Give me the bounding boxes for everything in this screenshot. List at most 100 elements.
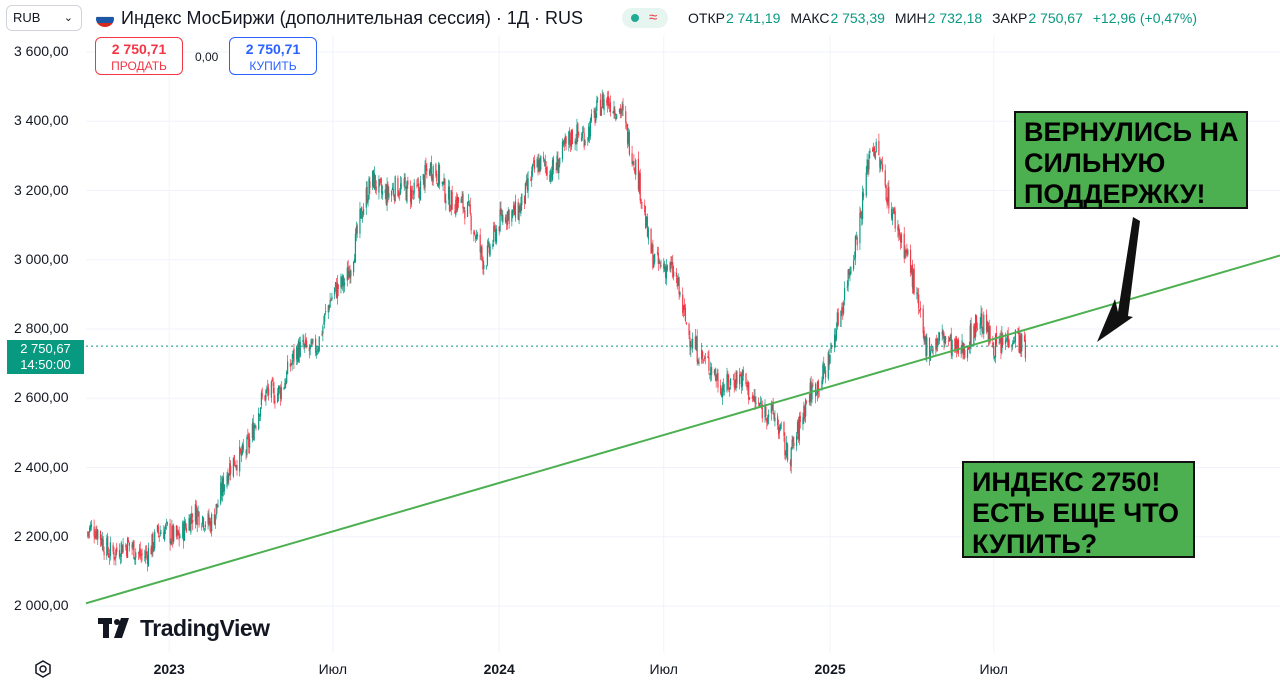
candle-body [386, 184, 388, 206]
market-status-badge[interactable]: ≈ [622, 8, 668, 28]
candle-body [366, 186, 368, 203]
chart-header: RUB ⌄ Индекс МосБиржи (дополнительная се… [0, 0, 1280, 36]
candle-body [138, 550, 140, 554]
ohlc-legend: ОТКР2 741,19 МАКС2 753,39 МИН2 732,18 ЗА… [688, 10, 1203, 26]
candle-body [994, 356, 996, 359]
candle-body [375, 186, 377, 191]
candle-body [390, 191, 393, 196]
candle-body [380, 178, 382, 183]
annotation-line: ЕСТЬ ЕЩЕ ЧТО [972, 498, 1180, 528]
candle-body [506, 212, 508, 225]
candle-body [816, 381, 819, 395]
candle-body [723, 390, 725, 392]
candle-body [99, 530, 102, 540]
candle-body [1023, 335, 1026, 342]
candle-body [232, 457, 234, 477]
candle-body [260, 392, 262, 406]
candle-body [362, 216, 364, 218]
candle-body [284, 383, 286, 389]
candle-body [827, 352, 829, 379]
candles [87, 89, 1026, 572]
sell-button[interactable]: 2 750,71 ПРОДАТЬ [95, 37, 183, 75]
candle-body [822, 364, 824, 382]
y-tick-label: 3 600,00 [14, 43, 69, 59]
candle-body [645, 213, 647, 228]
candle-body [524, 183, 526, 204]
trend-line[interactable] [85, 254, 1280, 605]
candle-body [135, 552, 137, 559]
candle-body [494, 226, 496, 229]
candle-body [350, 270, 352, 277]
candle-body [840, 311, 842, 327]
candle-body [937, 340, 939, 348]
candle-body [177, 530, 179, 535]
candle-body [702, 351, 704, 358]
open-label: ОТКР [688, 10, 725, 26]
candle-body [647, 228, 649, 240]
candle-body [438, 165, 441, 185]
annotation-support[interactable]: ВЕРНУЛИСЬ НА СИЛЬНУЮ ПОДДЕРЖКУ! [1014, 111, 1248, 209]
candle-body [633, 161, 635, 166]
candle-body [918, 310, 921, 311]
candle-body [665, 266, 668, 279]
candle-body [620, 109, 622, 114]
candle-body [866, 159, 868, 174]
annotation-index[interactable]: ИНДЕКС 2750! ЕСТЬ ЕЩЕ ЧТО КУПИТЬ? [962, 461, 1195, 559]
candle-body [172, 525, 174, 543]
candle-body [160, 532, 162, 534]
candle-body [337, 284, 339, 290]
annotation-line: ИНДЕКС 2750! [972, 467, 1161, 497]
candle-body [603, 99, 605, 111]
candle-body [287, 361, 289, 374]
candle-body [463, 207, 465, 210]
candle-body [736, 371, 738, 384]
candle-body [265, 390, 267, 400]
candle-body [688, 323, 690, 336]
candle-body [495, 228, 498, 243]
currency-select[interactable]: RUB ⌄ [6, 5, 82, 31]
candle-body [292, 350, 294, 359]
candle-body [975, 314, 977, 337]
candle-body [583, 132, 585, 148]
candle-body [652, 244, 654, 269]
candle-body [874, 152, 876, 159]
candle-body [852, 260, 855, 270]
candle-body [805, 400, 808, 402]
x-tick-label: Июл [979, 661, 1008, 677]
candle-body [890, 208, 893, 219]
candle-body [964, 350, 966, 358]
candle-body [689, 337, 691, 348]
candle-body [230, 465, 232, 474]
buy-button[interactable]: 2 750,71 КУПИТЬ [229, 37, 317, 75]
candle-body [428, 170, 431, 176]
candle-body [742, 369, 744, 376]
candle-body [837, 312, 839, 326]
settings-icon[interactable] [34, 660, 52, 678]
candle-body [988, 327, 990, 341]
candle-body [540, 155, 542, 170]
candle-body [222, 476, 225, 493]
candle-body [637, 158, 640, 190]
tradingview-logo-icon [98, 618, 129, 638]
candle-body [973, 325, 975, 346]
candle-body [975, 315, 978, 329]
candle-body [476, 234, 479, 237]
candle-body [1006, 335, 1008, 341]
candle-body [683, 305, 685, 311]
candle-body [593, 110, 595, 113]
candle-body [342, 274, 344, 286]
candle-body [716, 374, 718, 380]
candle-body [645, 217, 648, 227]
candle-body [596, 100, 598, 111]
candle-body [815, 394, 818, 396]
russia-flag-icon [96, 11, 114, 27]
candle-body [330, 300, 332, 301]
candle-body [575, 140, 577, 145]
candle-body [373, 173, 376, 189]
symbol-title[interactable]: Индекс МосБиржи (дополнительная сессия) … [121, 8, 584, 28]
candle-body [1000, 336, 1002, 353]
y-tick-label: 2 200,00 [14, 527, 69, 544]
candle-body [881, 161, 883, 164]
candle-body [900, 234, 903, 243]
